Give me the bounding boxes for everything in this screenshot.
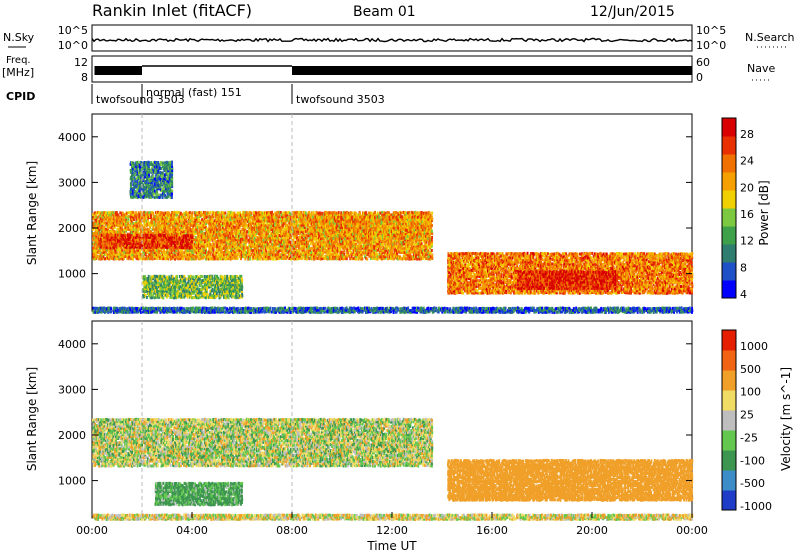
echo-cell xyxy=(223,228,225,231)
echo-cell xyxy=(128,218,130,221)
nsky-trace xyxy=(92,39,692,42)
nsearch-label: N.Search xyxy=(745,31,795,44)
echo-cell xyxy=(374,211,376,214)
cpid-label: CPID xyxy=(6,90,35,103)
nsky-tick-bottom: 10^0 xyxy=(58,39,88,52)
echo-cell xyxy=(362,257,364,260)
nsky-tick-top: 10^5 xyxy=(58,24,88,37)
echo-cell xyxy=(210,243,212,246)
echo-cell xyxy=(366,258,368,261)
echo-cell xyxy=(152,258,154,261)
nave-tick-top: 60 xyxy=(696,56,710,69)
echo-cell xyxy=(119,215,121,218)
nsky-label: N.Sky xyxy=(3,31,35,44)
echo-cell xyxy=(311,211,313,214)
echo-cell xyxy=(251,212,253,215)
echo-cell xyxy=(272,258,274,261)
echo-cell xyxy=(182,257,184,260)
power-echoes xyxy=(92,114,693,314)
echo-cell xyxy=(352,212,354,215)
freq-band-3 xyxy=(292,66,692,75)
freq-label: Freq. xyxy=(6,55,31,66)
cpid-segment-label: twofsound 3503 xyxy=(296,93,385,106)
echo-cell xyxy=(237,257,239,260)
echo-cell xyxy=(152,212,154,215)
echo-cell xyxy=(213,242,215,245)
radar-title: Rankin Inlet (fitACF) xyxy=(92,1,252,20)
nave-label: Nave xyxy=(747,62,775,75)
nave-tick-bottom: 0 xyxy=(696,71,703,84)
echo-cell xyxy=(133,218,135,221)
nsearch-tick-bottom: 10^0 xyxy=(696,39,726,52)
echo-cell xyxy=(138,228,140,231)
echo-cell xyxy=(140,211,142,214)
cpid-segment-label: normal (fast) 151 xyxy=(146,86,242,99)
echo-cell xyxy=(355,258,357,261)
echo-cell xyxy=(210,211,212,214)
freq-band-1 xyxy=(95,66,143,75)
freq-tick-top: 12 xyxy=(74,56,88,69)
echo-cell xyxy=(301,211,303,214)
echo-cell xyxy=(279,214,281,217)
echo-cell xyxy=(343,253,345,256)
echo-cell xyxy=(320,212,322,215)
nsky-strip xyxy=(92,25,692,51)
echo-cell xyxy=(224,212,226,215)
echo-cell xyxy=(191,211,193,214)
echo-cell xyxy=(365,211,367,214)
echo-cell xyxy=(113,216,115,219)
echo-cell xyxy=(382,243,384,246)
echo-cell xyxy=(132,211,134,214)
freq-trace xyxy=(95,66,693,75)
echo-cell xyxy=(313,211,315,214)
nsky-line xyxy=(92,39,692,42)
beam-label: Beam 01 xyxy=(353,4,416,20)
echo-cell xyxy=(185,211,187,214)
echo-cell xyxy=(132,258,134,261)
echo-cell xyxy=(198,218,200,221)
echo-cell xyxy=(195,236,197,239)
echo-cell xyxy=(361,253,363,256)
echo-cell xyxy=(246,235,248,238)
echo-cell xyxy=(249,258,251,261)
echo-cell xyxy=(359,212,361,215)
echo-cell xyxy=(150,216,152,219)
freq-units: [MHz] xyxy=(2,66,34,79)
date-label: 12/Jun/2015 xyxy=(590,4,675,20)
freq-tick-bottom: 8 xyxy=(81,71,88,84)
echo-cell xyxy=(387,257,389,260)
nsearch-tick-top: 10^5 xyxy=(696,24,726,37)
